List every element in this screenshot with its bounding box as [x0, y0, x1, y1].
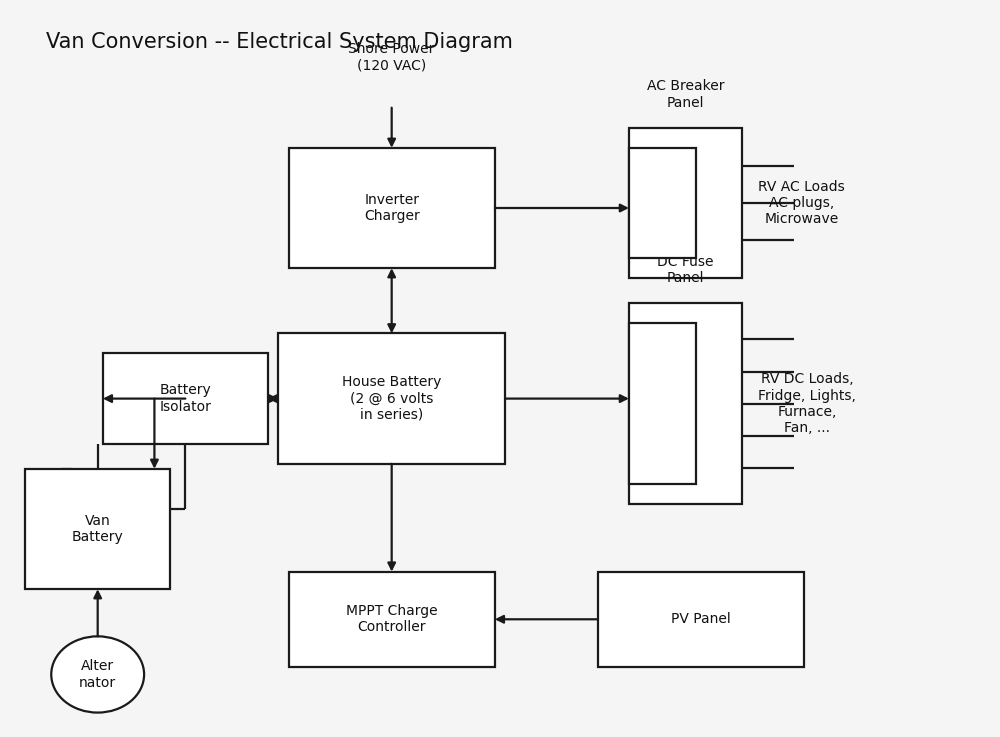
Text: Shore Power
(120 VAC): Shore Power (120 VAC): [348, 42, 435, 72]
Bar: [289, 572, 495, 667]
Bar: [25, 469, 170, 589]
Text: Inverter
Charger: Inverter Charger: [364, 193, 420, 223]
Bar: [629, 324, 696, 484]
Text: AC Breaker
Panel: AC Breaker Panel: [647, 80, 724, 110]
Bar: [629, 304, 742, 504]
Bar: [629, 128, 742, 279]
Text: Alter
nator: Alter nator: [79, 660, 116, 690]
Bar: [278, 333, 505, 464]
Bar: [598, 572, 804, 667]
Bar: [289, 148, 495, 268]
Text: PV Panel: PV Panel: [671, 612, 731, 626]
Text: House Battery
(2 @ 6 volts
in series): House Battery (2 @ 6 volts in series): [342, 375, 441, 422]
Bar: [629, 148, 696, 258]
Text: DC Fuse
Panel: DC Fuse Panel: [657, 255, 714, 285]
Ellipse shape: [51, 636, 144, 713]
Text: Van
Battery: Van Battery: [72, 514, 124, 544]
Bar: [103, 354, 268, 444]
Text: RV AC Loads
AC plugs,
Microwave: RV AC Loads AC plugs, Microwave: [758, 180, 845, 226]
Text: Battery
Isolator: Battery Isolator: [159, 383, 211, 413]
Text: Van Conversion -- Electrical System Diagram: Van Conversion -- Electrical System Diag…: [46, 32, 513, 52]
Text: MPPT Charge
Controller: MPPT Charge Controller: [346, 604, 437, 635]
Text: RV DC Loads,
Fridge, Lights,
Furnace,
Fan, ...: RV DC Loads, Fridge, Lights, Furnace, Fa…: [758, 372, 856, 435]
